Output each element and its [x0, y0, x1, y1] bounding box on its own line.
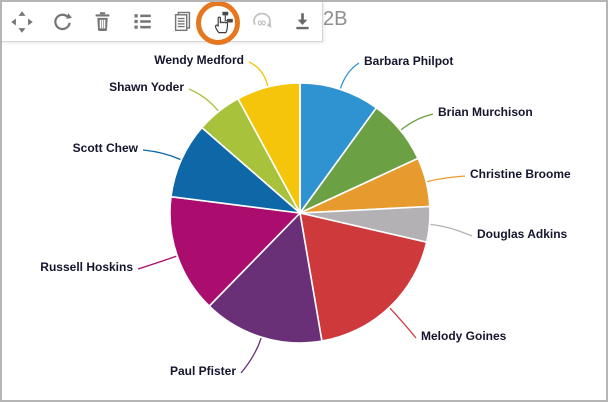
list-icon: [133, 14, 151, 29]
leader-line-russell-hoskins: [137, 255, 177, 270]
leader-line-paul-pfister: [240, 337, 262, 374]
trash-icon: [95, 12, 109, 31]
leader-line-barbara-philpot: [339, 62, 360, 89]
download-button[interactable]: [282, 2, 322, 41]
drill-button[interactable]: [202, 2, 242, 41]
leader-line-melody-goines: [389, 307, 417, 339]
svg-text:∞: ∞: [257, 15, 267, 29]
pie-slice-scott-chew[interactable]: [170, 126, 303, 215]
download-icon: [295, 13, 309, 30]
loop-button[interactable]: ∞: [242, 2, 282, 41]
report-button[interactable]: [162, 2, 202, 41]
pie-slice-russell-hoskins[interactable]: [169, 195, 302, 308]
move-button[interactable]: [2, 2, 42, 41]
refresh-button[interactable]: [42, 2, 82, 41]
drill-hand-icon: [214, 11, 233, 33]
chart-toolbar: ∞: [2, 2, 323, 42]
pie-slice-barbara-philpot[interactable]: [299, 82, 378, 216]
leader-line-shawn-yoder: [188, 88, 219, 112]
chart-title-fragment: 2B: [323, 8, 348, 30]
refresh-icon: [54, 12, 72, 30]
pie-slice-melody-goines[interactable]: [299, 211, 428, 343]
leader-line-wendy-medford: [248, 61, 269, 87]
leader-line-douglas-adkins: [430, 223, 473, 237]
pie-slice-paul-pfister[interactable]: [208, 211, 323, 344]
loop-icon: ∞: [253, 12, 272, 29]
list-button[interactable]: [122, 2, 162, 41]
delete-button[interactable]: [82, 2, 122, 41]
leader-line-scott-chew: [142, 149, 181, 161]
move-icon: [11, 10, 33, 33]
report-icon: [174, 11, 190, 32]
leader-line-brian-murchison: [400, 113, 434, 131]
pie-slice-wendy-medford[interactable]: [237, 82, 301, 214]
leader-line-christine-broome: [427, 175, 466, 183]
